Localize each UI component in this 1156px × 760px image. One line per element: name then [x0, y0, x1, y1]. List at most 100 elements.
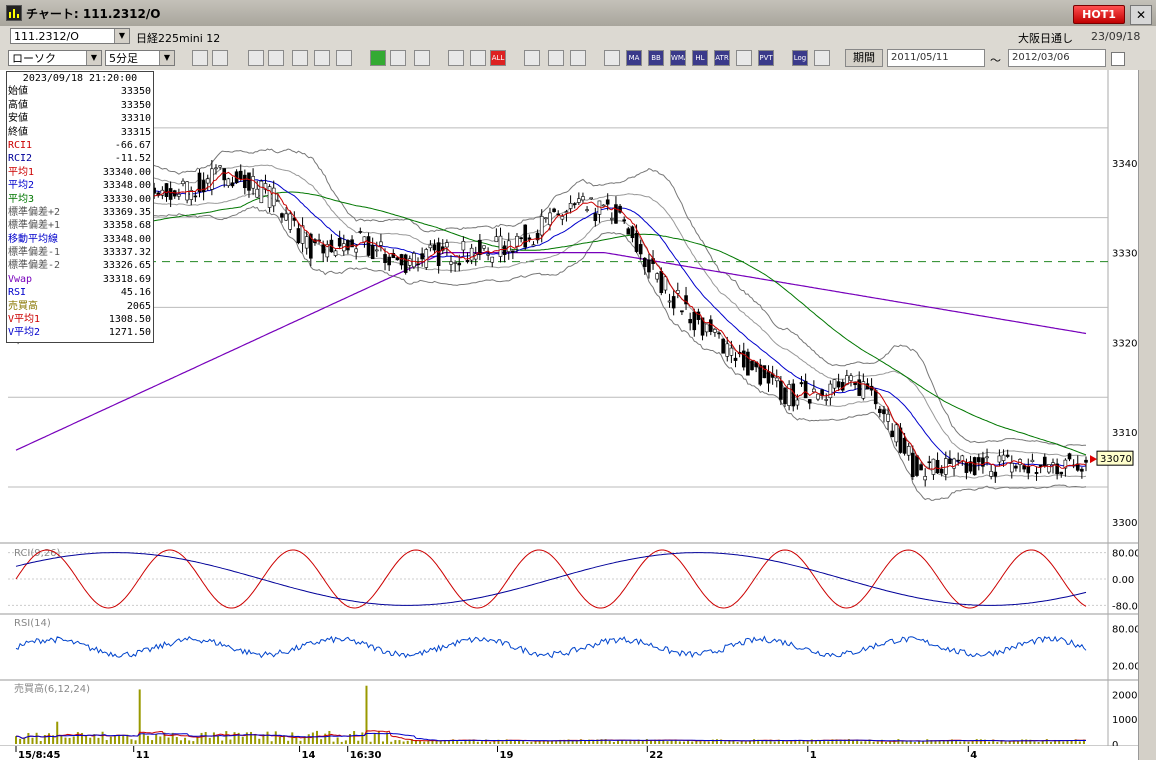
interval-select[interactable]: 5分足 ▼	[105, 50, 175, 66]
rsi-tick-label: 80.00	[1112, 624, 1138, 635]
volume-bar	[1078, 741, 1081, 744]
candle-body	[478, 239, 482, 255]
zoom-in-icon[interactable]	[268, 50, 284, 66]
volume-bar	[1066, 740, 1069, 744]
gear-icon[interactable]	[524, 50, 540, 66]
volume-bar	[212, 732, 215, 744]
volume-bar	[43, 734, 46, 744]
symbol-select[interactable]: 111.2312/O ▼	[10, 28, 130, 44]
candle-icon[interactable]	[448, 50, 464, 66]
candle2-icon[interactable]	[470, 50, 486, 66]
volume-bar	[905, 740, 908, 744]
volume-bar	[472, 739, 475, 744]
volume-bar	[579, 739, 582, 744]
volume-bar	[179, 740, 182, 744]
candle-body	[968, 461, 973, 472]
candle-body	[271, 187, 276, 207]
bars-icon[interactable]	[314, 50, 330, 66]
volume-bar	[967, 741, 970, 744]
volume-bar	[122, 735, 125, 744]
volume-bar	[72, 736, 75, 744]
ma-icon[interactable]: MA	[626, 50, 642, 66]
interval-value: 5分足	[109, 52, 138, 65]
candle-body	[964, 462, 969, 473]
candle-body	[960, 455, 965, 462]
all-icon[interactable]: ALL	[490, 50, 506, 66]
volume-bar	[695, 740, 698, 744]
title-bar: チャート: 111.2312/O HOT1 ✕	[0, 0, 1156, 27]
grid-icon[interactable]	[292, 50, 308, 66]
volume-bar	[1074, 739, 1077, 744]
volume-bar	[348, 734, 351, 744]
date-from-field[interactable]: 2011/05/11	[887, 49, 985, 67]
candle-body	[379, 241, 383, 246]
price-tick-label: 33000	[1112, 518, 1138, 529]
chevron-down-icon[interactable]: ▼	[159, 51, 174, 65]
hl-icon[interactable]: HL	[692, 50, 708, 66]
volume-bar	[171, 732, 174, 744]
volume-bar	[369, 741, 372, 744]
volume-bar	[637, 739, 640, 744]
vertical-scrollbar[interactable]	[1138, 70, 1156, 760]
chevron-down-icon[interactable]: ▼	[114, 29, 129, 43]
info-value: 1271.50	[108, 327, 151, 339]
rci-tick-label: 80.00	[1112, 549, 1138, 560]
volume-bar	[612, 741, 615, 744]
palette-icon[interactable]	[570, 50, 586, 66]
date-to-field[interactable]: 2012/03/06	[1008, 49, 1106, 67]
price-tick-label: 33200	[1112, 338, 1138, 349]
volume-bar	[979, 739, 982, 744]
volume-bar	[649, 740, 652, 744]
volume-bar	[439, 740, 442, 744]
zoom-icon[interactable]	[192, 50, 208, 66]
chart-area[interactable]: 33400 33300 33200 33100 33000 33070 80.00 0.00 -…	[0, 70, 1138, 760]
cursor-icon[interactable]	[248, 50, 264, 66]
atr-icon[interactable]: ATR	[714, 50, 730, 66]
candle-body	[197, 172, 202, 192]
volume-bar	[505, 739, 508, 744]
volume-bar	[64, 737, 67, 744]
volume-bar	[633, 741, 636, 744]
bb-icon[interactable]: BB	[648, 50, 664, 66]
info-row: 平均3 33330.00	[7, 193, 153, 206]
log-icon[interactable]: Log	[792, 50, 808, 66]
period-checkbox[interactable]	[1111, 52, 1125, 66]
candle-body	[259, 180, 264, 204]
volume-bar	[39, 741, 42, 744]
volume-bar	[266, 731, 269, 744]
pointer-icon[interactable]	[390, 50, 406, 66]
volume-bar	[629, 740, 632, 744]
price-tick-label: 33300	[1112, 249, 1138, 260]
chart-type-select[interactable]: ローソク ▼	[8, 50, 102, 66]
window-icon[interactable]	[814, 50, 830, 66]
crosshair-icon[interactable]	[212, 50, 228, 66]
candle-body	[214, 167, 218, 170]
chevron-down-icon[interactable]: ▼	[86, 51, 101, 65]
candle-body	[700, 317, 705, 336]
info-label: RCI2	[8, 153, 33, 165]
info-row: 平均1 33340.00	[7, 166, 153, 179]
warning-icon[interactable]	[336, 50, 352, 66]
pen-icon[interactable]	[370, 50, 386, 66]
volume-bar	[159, 736, 162, 744]
candle-body	[799, 382, 804, 385]
candle-body	[465, 260, 470, 263]
indicator-icon[interactable]	[604, 50, 620, 66]
undo-icon[interactable]	[414, 50, 430, 66]
pvt-icon[interactable]: PVT	[758, 50, 774, 66]
volume-bar	[950, 739, 953, 744]
wma-icon[interactable]: WMA	[670, 50, 686, 66]
candle-body	[923, 476, 927, 481]
volume-bar	[85, 735, 88, 744]
candle-body	[989, 471, 993, 477]
volume-bar	[1054, 739, 1057, 744]
period-button[interactable]: 期間	[845, 49, 883, 67]
close-icon[interactable]: ✕	[1130, 5, 1152, 25]
bands-icon[interactable]	[736, 50, 752, 66]
wrench-icon[interactable]	[548, 50, 564, 66]
info-row: 安値 33310	[7, 112, 153, 125]
x-axis-label: 16:30	[350, 750, 382, 760]
volume-bar	[662, 739, 665, 744]
hot-button[interactable]: HOT1	[1073, 5, 1125, 24]
candle-body	[1030, 459, 1035, 462]
